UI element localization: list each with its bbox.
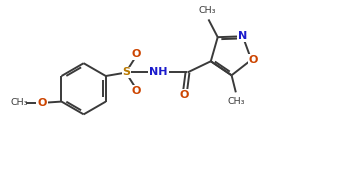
Text: N: N <box>238 31 247 41</box>
Text: CH₃: CH₃ <box>11 98 28 107</box>
Text: O: O <box>180 90 189 100</box>
Text: NH: NH <box>149 67 168 78</box>
Text: O: O <box>37 98 47 108</box>
Text: CH₃: CH₃ <box>227 97 245 106</box>
Text: O: O <box>132 49 141 59</box>
Text: O: O <box>132 86 141 96</box>
Text: S: S <box>122 67 130 78</box>
Text: O: O <box>249 55 258 65</box>
Text: CH₃: CH₃ <box>198 6 216 15</box>
